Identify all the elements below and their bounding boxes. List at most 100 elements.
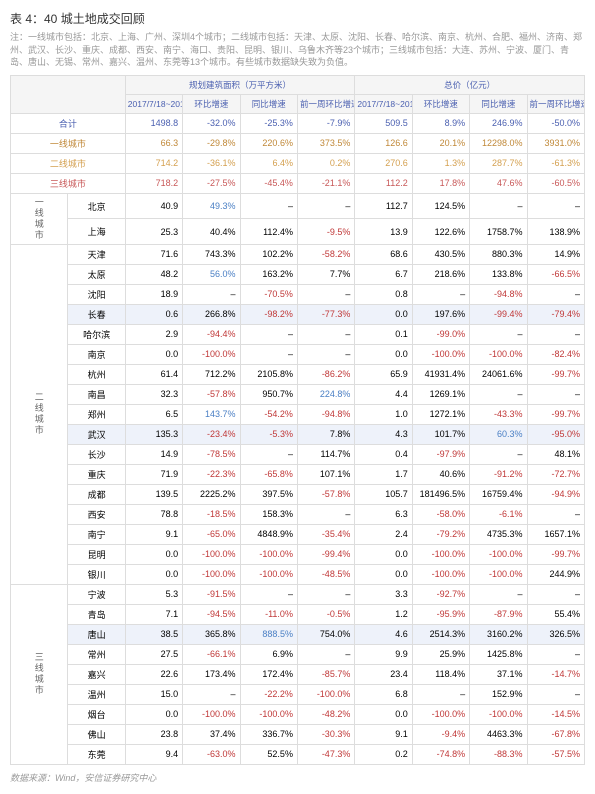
data-cell: 71.9 <box>125 464 182 484</box>
data-cell: 37.1% <box>470 664 527 684</box>
data-cell: 718.2 <box>125 173 182 193</box>
data-cell: 0.0 <box>125 704 182 724</box>
data-cell: 41931.4% <box>412 364 469 384</box>
data-cell: – <box>183 284 240 304</box>
city-name: 哈尔滨 <box>68 324 125 344</box>
city-name: 重庆 <box>68 464 125 484</box>
data-cell: 880.3% <box>470 244 527 264</box>
data-cell: 287.7% <box>470 153 527 173</box>
city-name: 郑州 <box>68 404 125 424</box>
data-cell: -25.3% <box>240 113 297 133</box>
data-cell: 52.5% <box>240 744 297 764</box>
data-cell: – <box>240 584 297 604</box>
data-cell: 27.5 <box>125 644 182 664</box>
group-label: 二线城市 <box>11 244 68 584</box>
data-cell: -86.2% <box>297 364 354 384</box>
data-cell: -100.0% <box>470 704 527 724</box>
data-cell: 133.8% <box>470 264 527 284</box>
data-cell: 40.6% <box>412 464 469 484</box>
city-row: 昆明0.0-100.0%-100.0%-99.4%0.0-100.0%-100.… <box>11 544 585 564</box>
data-cell: -9.5% <box>297 219 354 245</box>
data-cell: – <box>297 584 354 604</box>
data-cell: -65.0% <box>183 524 240 544</box>
data-cell: – <box>297 644 354 664</box>
data-cell: 220.6% <box>240 133 297 153</box>
data-cell: 112.7 <box>355 193 412 219</box>
data-cell: 47.6% <box>470 173 527 193</box>
data-cell: 1758.7% <box>470 219 527 245</box>
data-cell: -79.2% <box>412 524 469 544</box>
data-cell: -100.0% <box>297 684 354 704</box>
data-cell: – <box>412 684 469 704</box>
land-transaction-table: 规划建筑面积（万平方米） 总价（亿元） 2017/7/18~2017/7/24环… <box>10 75 585 765</box>
table-note: 注：一线城市包括：北京、上海、广州、深圳4个城市；二线城市包括：天津、太原、沈阳… <box>10 31 585 69</box>
city-name: 沈阳 <box>68 284 125 304</box>
data-cell: – <box>527 684 584 704</box>
data-cell: -99.7% <box>527 364 584 384</box>
data-cell: – <box>470 584 527 604</box>
city-name: 佛山 <box>68 724 125 744</box>
data-cell: 0.6 <box>125 304 182 324</box>
data-cell: -23.4% <box>183 424 240 444</box>
data-cell: 743.3% <box>183 244 240 264</box>
summary-row: 合计1498.8-32.0%-25.3%-7.9%509.58.9%246.9%… <box>11 113 585 133</box>
city-row: 太原48.256.0%163.2%7.7%6.7218.6%133.8%-66.… <box>11 264 585 284</box>
data-cell: 172.4% <box>240 664 297 684</box>
data-cell: -99.7% <box>527 544 584 564</box>
data-cell: 68.6 <box>355 244 412 264</box>
data-cell: 9.9 <box>355 644 412 664</box>
data-cell: -91.2% <box>470 464 527 484</box>
data-cell: 4848.9% <box>240 524 297 544</box>
city-row: 一线城市北京40.949.3%––112.7124.5%–– <box>11 193 585 219</box>
data-cell: 0.0 <box>125 564 182 584</box>
data-cell: 13.9 <box>355 219 412 245</box>
data-cell: 754.0% <box>297 624 354 644</box>
data-cell: 66.3 <box>125 133 182 153</box>
data-cell: 1.2 <box>355 604 412 624</box>
data-cell: 1498.8 <box>125 113 182 133</box>
data-cell: -54.2% <box>240 404 297 424</box>
city-name: 杭州 <box>68 364 125 384</box>
city-name: 长沙 <box>68 444 125 464</box>
data-cell: 23.8 <box>125 724 182 744</box>
data-cell: -58.0% <box>412 504 469 524</box>
data-cell: -100.0% <box>412 544 469 564</box>
data-cell: -99.4% <box>297 544 354 564</box>
data-cell: 105.7 <box>355 484 412 504</box>
city-row: 长春0.6266.8%-98.2%-77.3%0.0197.6%-99.4%-7… <box>11 304 585 324</box>
data-cell: -5.3% <box>240 424 297 444</box>
data-cell: – <box>240 444 297 464</box>
data-cell: – <box>527 324 584 344</box>
data-cell: 0.2 <box>355 744 412 764</box>
data-cell: -61.3% <box>527 153 584 173</box>
city-row: 重庆71.9-22.3%-65.8%107.1%1.740.6%-91.2%-7… <box>11 464 585 484</box>
data-cell: 0.0 <box>355 304 412 324</box>
data-cell: 0.4 <box>355 444 412 464</box>
data-cell: 48.2 <box>125 264 182 284</box>
data-cell: -66.5% <box>527 264 584 284</box>
data-cell: -57.8% <box>183 384 240 404</box>
city-row: 西安78.8-18.5%158.3%–6.3-58.0%-6.1%– <box>11 504 585 524</box>
city-name: 成都 <box>68 484 125 504</box>
data-cell: 4.6 <box>355 624 412 644</box>
data-cell: -95.0% <box>527 424 584 444</box>
data-cell: 7.1 <box>125 604 182 624</box>
data-cell: 6.3 <box>355 504 412 524</box>
group-label: 一线城市 <box>11 193 68 244</box>
data-cell: 124.5% <box>412 193 469 219</box>
data-cell: 0.1 <box>355 324 412 344</box>
data-cell: 397.5% <box>240 484 297 504</box>
data-cell: -57.5% <box>527 744 584 764</box>
data-cell: 0.0 <box>355 544 412 564</box>
data-cell: 56.0% <box>183 264 240 284</box>
table-title: 表 4：40 城土地成交回顾 <box>10 10 585 27</box>
data-cell: -100.0% <box>240 544 297 564</box>
data-cell: -100.0% <box>183 704 240 724</box>
data-cell: 373.5% <box>297 133 354 153</box>
city-row: 银川0.0-100.0%-100.0%-48.5%0.0-100.0%-100.… <box>11 564 585 584</box>
row-label: 一线城市 <box>11 133 126 153</box>
data-cell: 24061.6% <box>470 364 527 384</box>
data-cell: – <box>297 193 354 219</box>
data-cell: 3.3 <box>355 584 412 604</box>
data-cell: 122.6% <box>412 219 469 245</box>
